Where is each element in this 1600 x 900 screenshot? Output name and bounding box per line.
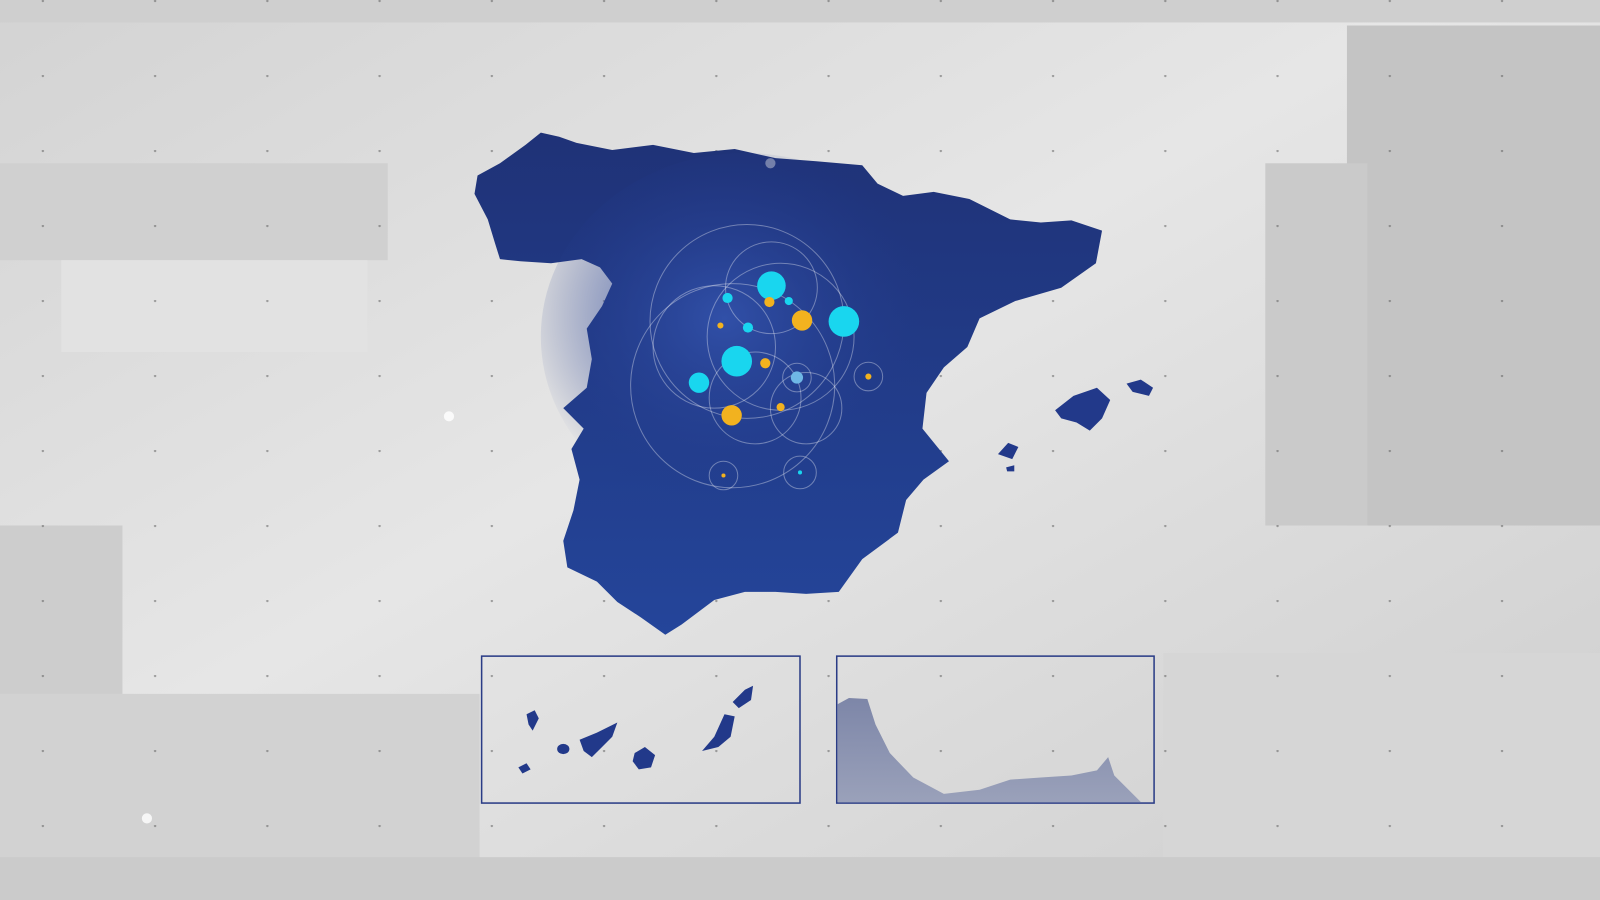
- menorca: [1126, 379, 1154, 396]
- dot: [722, 292, 733, 304]
- dot: [721, 405, 742, 426]
- island: [526, 710, 539, 731]
- dot: [776, 403, 785, 412]
- canary-islands: [518, 685, 754, 774]
- ring: [630, 283, 836, 489]
- sparkle: [141, 813, 153, 824]
- ring: [708, 460, 739, 491]
- ibiza: [997, 442, 1019, 472]
- dot: [791, 310, 813, 331]
- ring: [725, 241, 818, 335]
- ring: [782, 362, 812, 393]
- ring: [708, 351, 802, 445]
- dot: [721, 473, 726, 478]
- dot: [764, 296, 775, 308]
- island: [518, 763, 531, 774]
- ceuta-melilla-inset: [835, 655, 1155, 804]
- ring: [783, 455, 817, 490]
- dot: [717, 322, 724, 329]
- island: [579, 722, 618, 758]
- dot: [721, 345, 753, 377]
- orange-dots: [717, 296, 872, 478]
- sparkle: [765, 158, 776, 169]
- cyan-dots: [688, 271, 860, 475]
- sparkle: [443, 411, 455, 422]
- map-glow: [540, 153, 949, 521]
- dot: [757, 271, 786, 300]
- island: [557, 743, 570, 755]
- dot: [828, 306, 860, 337]
- dot: [797, 470, 803, 475]
- dot: [790, 371, 804, 384]
- dot: [760, 358, 771, 369]
- dot: [688, 372, 710, 393]
- coast-shape: [837, 697, 1141, 803]
- ring: [853, 361, 884, 392]
- dot: [865, 373, 872, 380]
- canary-inset: [480, 655, 801, 804]
- ring: [769, 371, 843, 445]
- island: [702, 714, 735, 752]
- dot: [742, 322, 754, 333]
- mallorca: [1055, 387, 1111, 431]
- dot: [784, 296, 793, 306]
- island: [632, 746, 656, 770]
- island: [732, 685, 754, 709]
- ring: [652, 285, 777, 409]
